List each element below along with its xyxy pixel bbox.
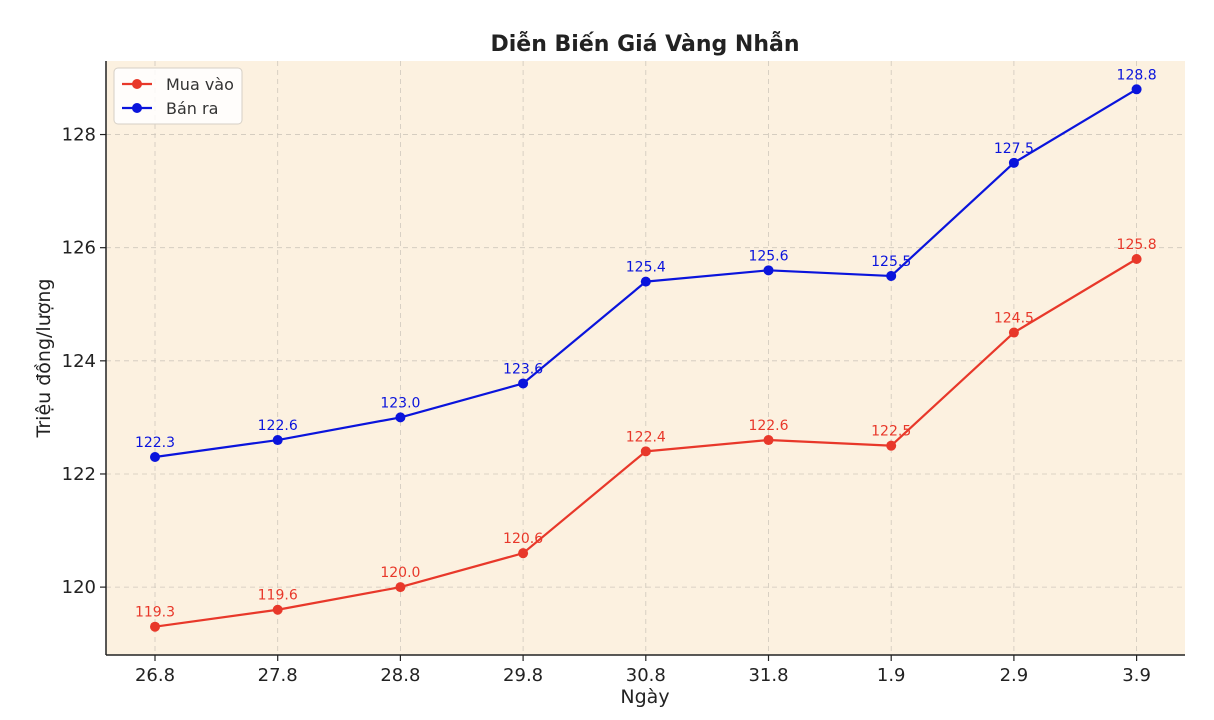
x-tick-label: 29.8 [503,665,543,686]
data-point [763,265,774,276]
data-label: 120.6 [503,531,543,547]
data-label: 125.5 [871,254,911,270]
data-point [1131,84,1142,95]
x-axis-label: Ngày [620,686,669,708]
data-label: 122.6 [258,418,298,434]
y-tick-label: 120 [62,577,96,598]
data-label: 128.8 [1117,67,1157,83]
data-point [395,582,406,593]
y-axis-label: Triệu đồng/lượng [33,279,55,439]
y-tick-label: 124 [62,351,96,372]
legend-swatch-marker [132,79,142,89]
x-tick-label: 1.9 [877,665,906,686]
x-tick-label: 28.8 [380,665,420,686]
legend-box [113,67,243,125]
data-point [886,270,897,281]
data-label: 119.6 [258,588,298,604]
data-label: 125.4 [626,260,666,276]
data-label: 125.6 [748,248,788,264]
tick-labels: 26.8 27.8 28.8 29.8 30.8 31.8 1.9 2.9 3.9 120 122 1… [62,125,1151,686]
legend-label: Mua vào [166,75,234,94]
y-tick-label: 128 [62,125,96,146]
data-point [1008,157,1019,168]
x-tick-label: 26.8 [135,665,175,686]
legend-swatch-marker [132,103,142,113]
data-label: 124.5 [994,311,1034,327]
data-point [150,452,160,462]
series-group [150,84,1142,632]
data-label: 123.0 [380,395,420,411]
data-labels: 119.3 119.6 120.0 120.6 122.4 122.6 122.5 124.5… [135,67,1157,620]
data-label: 125.8 [1117,237,1157,253]
data-point [886,440,897,451]
x-tick-label: 27.8 [258,665,298,686]
data-point [272,435,283,446]
data-point [640,446,651,457]
data-label: 122.6 [748,418,788,434]
legend: Mua vào Bán ra [113,67,243,125]
data-point [640,276,651,287]
data-label: 120.0 [380,565,420,581]
data-label: 123.6 [503,361,543,377]
data-label: 122.3 [135,435,175,451]
data-point [395,412,406,423]
data-label: 119.3 [135,605,175,621]
data-point [1008,327,1019,338]
axes [100,61,1185,661]
legend-label: Bán ra [166,99,218,118]
data-point [518,548,529,559]
x-tick-label: 31.8 [748,665,788,686]
y-tick-label: 122 [62,464,96,485]
data-label: 122.4 [626,429,666,445]
x-tick-label: 2.9 [1000,665,1029,686]
data-point [150,621,160,632]
data-label: 127.5 [994,141,1034,157]
data-point [518,378,529,389]
x-tick-label: 3.9 [1122,665,1151,686]
chart-title: Diễn Biến Giá Vàng Nhẫn [490,32,799,57]
data-point [763,435,774,446]
data-point [272,604,283,615]
data-point [1131,254,1142,264]
x-tick-label: 30.8 [626,665,666,686]
y-tick-label: 126 [62,238,96,259]
data-label: 122.5 [871,424,911,440]
